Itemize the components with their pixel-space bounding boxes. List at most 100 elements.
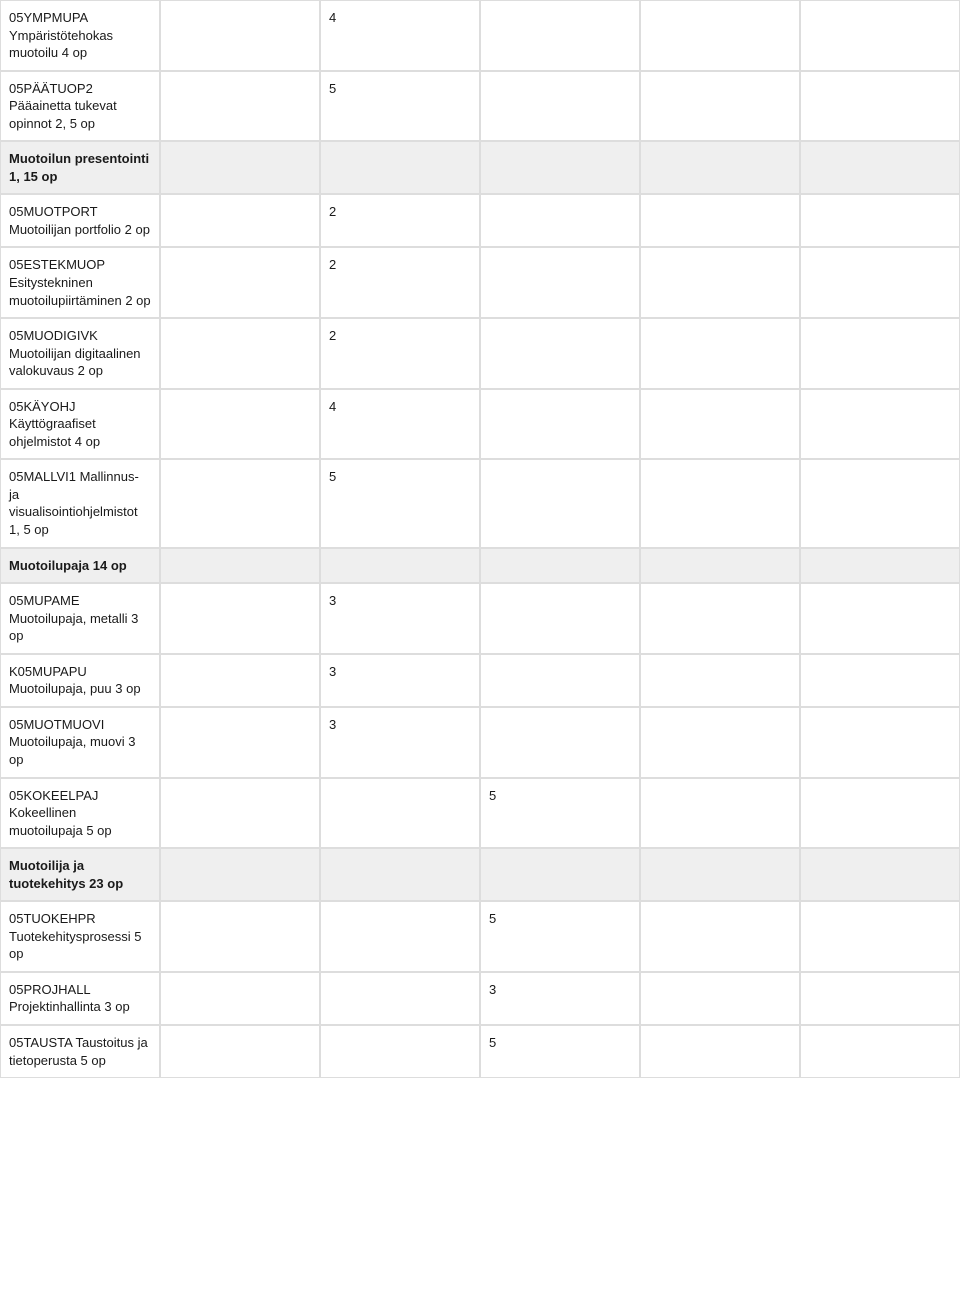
course-value-cell xyxy=(800,318,960,389)
course-value-cell xyxy=(640,194,800,247)
course-value-cell xyxy=(800,707,960,778)
course-value-cell xyxy=(800,141,960,194)
course-label-cell: 05MUODIGIVK Muotoilijan digitaalinen val… xyxy=(0,318,160,389)
course-value-cell xyxy=(480,0,640,71)
course-value-cell xyxy=(480,318,640,389)
table-row: 05MUODIGIVK Muotoilijan digitaalinen val… xyxy=(0,318,960,389)
course-value-cell xyxy=(480,654,640,707)
course-value-cell xyxy=(640,707,800,778)
course-value-cell: 2 xyxy=(320,194,480,247)
course-label-cell: 05KÄYOHJ Käyttögraafiset ohjelmistot 4 o… xyxy=(0,389,160,460)
course-value-cell xyxy=(160,901,320,972)
course-value-cell: 5 xyxy=(480,901,640,972)
course-label-cell: 05PÄÄTUOP2 Pääainetta tukevat opinnot 2,… xyxy=(0,71,160,142)
course-value-cell xyxy=(160,548,320,584)
course-value-cell xyxy=(160,707,320,778)
course-label-cell: 05PROJHALL Projektinhallinta 3 op xyxy=(0,972,160,1025)
course-value-cell xyxy=(480,848,640,901)
course-value-cell xyxy=(160,848,320,901)
course-value-cell xyxy=(800,71,960,142)
course-value-cell xyxy=(480,707,640,778)
course-value-cell xyxy=(800,1025,960,1078)
course-value-cell: 5 xyxy=(480,1025,640,1078)
course-value-cell xyxy=(160,389,320,460)
table-row: 05PROJHALL Projektinhallinta 3 op3 xyxy=(0,972,960,1025)
course-value-cell xyxy=(640,1025,800,1078)
course-value-cell xyxy=(800,901,960,972)
course-value-cell xyxy=(640,141,800,194)
course-value-cell xyxy=(320,778,480,849)
course-label-cell: 05MALLVI1 Mallinnus- ja visualisointiohj… xyxy=(0,459,160,547)
course-value-cell xyxy=(160,459,320,547)
course-value-cell xyxy=(160,654,320,707)
course-value-cell xyxy=(160,71,320,142)
table-row: 05TAUSTA Taustoitus ja tietoperusta 5 op… xyxy=(0,1025,960,1078)
course-value-cell xyxy=(160,972,320,1025)
course-value-cell xyxy=(800,972,960,1025)
course-value-cell xyxy=(160,583,320,654)
course-value-cell xyxy=(320,848,480,901)
course-value-cell xyxy=(480,389,640,460)
course-label-cell: Muotoilija ja tuotekehitys 23 op xyxy=(0,848,160,901)
course-label-cell: 05YMPMUPA Ympäristötehokas muotoilu 4 op xyxy=(0,0,160,71)
course-value-cell xyxy=(640,389,800,460)
course-value-cell xyxy=(640,318,800,389)
course-value-cell xyxy=(160,194,320,247)
course-label-cell: 05MUOTPORT Muotoilijan portfolio 2 op xyxy=(0,194,160,247)
course-value-cell xyxy=(640,901,800,972)
course-value-cell xyxy=(320,972,480,1025)
course-table-body: 05YMPMUPA Ympäristötehokas muotoilu 4 op… xyxy=(0,0,960,1078)
course-value-cell xyxy=(800,459,960,547)
course-value-cell: 3 xyxy=(320,583,480,654)
course-label-cell: 05TUOKEHPR Tuotekehitysprosessi 5 op xyxy=(0,901,160,972)
course-label-cell: 05TAUSTA Taustoitus ja tietoperusta 5 op xyxy=(0,1025,160,1078)
course-value-cell xyxy=(640,459,800,547)
course-value-cell xyxy=(800,0,960,71)
course-value-cell xyxy=(480,141,640,194)
course-value-cell xyxy=(480,459,640,547)
table-row: 05MALLVI1 Mallinnus- ja visualisointiohj… xyxy=(0,459,960,547)
table-row: 05MUPAME Muotoilupaja, metalli 3 op3 xyxy=(0,583,960,654)
course-label-cell: 05KOKEELPAJ Kokeellinen muotoilupaja 5 o… xyxy=(0,778,160,849)
course-value-cell xyxy=(160,0,320,71)
course-value-cell xyxy=(800,654,960,707)
table-row: K05MUPAPU Muotoilupaja, puu 3 op 3 xyxy=(0,654,960,707)
course-value-cell xyxy=(480,583,640,654)
table-row: 05PÄÄTUOP2 Pääainetta tukevat opinnot 2,… xyxy=(0,71,960,142)
course-value-cell xyxy=(640,778,800,849)
course-table: 05YMPMUPA Ympäristötehokas muotoilu 4 op… xyxy=(0,0,960,1078)
course-value-cell: 5 xyxy=(320,71,480,142)
course-value-cell xyxy=(800,389,960,460)
table-row: 05MUOTPORT Muotoilijan portfolio 2 op 2 xyxy=(0,194,960,247)
course-value-cell: 3 xyxy=(320,654,480,707)
course-value-cell xyxy=(160,1025,320,1078)
course-label-cell: K05MUPAPU Muotoilupaja, puu 3 op xyxy=(0,654,160,707)
table-header-row: Muotoilupaja 14 op xyxy=(0,548,960,584)
course-value-cell xyxy=(640,848,800,901)
table-header-row: Muotoilija ja tuotekehitys 23 op xyxy=(0,848,960,901)
course-value-cell xyxy=(480,194,640,247)
course-value-cell xyxy=(640,583,800,654)
course-label-cell: Muotoilupaja 14 op xyxy=(0,548,160,584)
course-value-cell xyxy=(640,71,800,142)
course-label-cell: Muotoilun presentointi 1, 15 op xyxy=(0,141,160,194)
course-label-cell: 05MUOTMUOVI Muotoilupaja, muovi 3 op xyxy=(0,707,160,778)
course-value-cell xyxy=(640,0,800,71)
table-row: 05KÄYOHJ Käyttögraafiset ohjelmistot 4 o… xyxy=(0,389,960,460)
course-value-cell xyxy=(800,778,960,849)
course-value-cell: 4 xyxy=(320,0,480,71)
table-row: 05ESTEKMUOP Esitystekninen muotoilupiirt… xyxy=(0,247,960,318)
table-row: 05KOKEELPAJ Kokeellinen muotoilupaja 5 o… xyxy=(0,778,960,849)
course-value-cell: 4 xyxy=(320,389,480,460)
table-row: 05YMPMUPA Ympäristötehokas muotoilu 4 op… xyxy=(0,0,960,71)
course-value-cell xyxy=(320,901,480,972)
course-label-cell: 05ESTEKMUOP Esitystekninen muotoilupiirt… xyxy=(0,247,160,318)
course-value-cell xyxy=(320,141,480,194)
course-value-cell xyxy=(640,654,800,707)
table-row: 05MUOTMUOVI Muotoilupaja, muovi 3 op 3 xyxy=(0,707,960,778)
course-value-cell: 5 xyxy=(480,778,640,849)
course-value-cell xyxy=(800,194,960,247)
course-value-cell: 3 xyxy=(320,707,480,778)
course-value-cell xyxy=(160,318,320,389)
table-row: 05TUOKEHPR Tuotekehitysprosessi 5 op 5 xyxy=(0,901,960,972)
